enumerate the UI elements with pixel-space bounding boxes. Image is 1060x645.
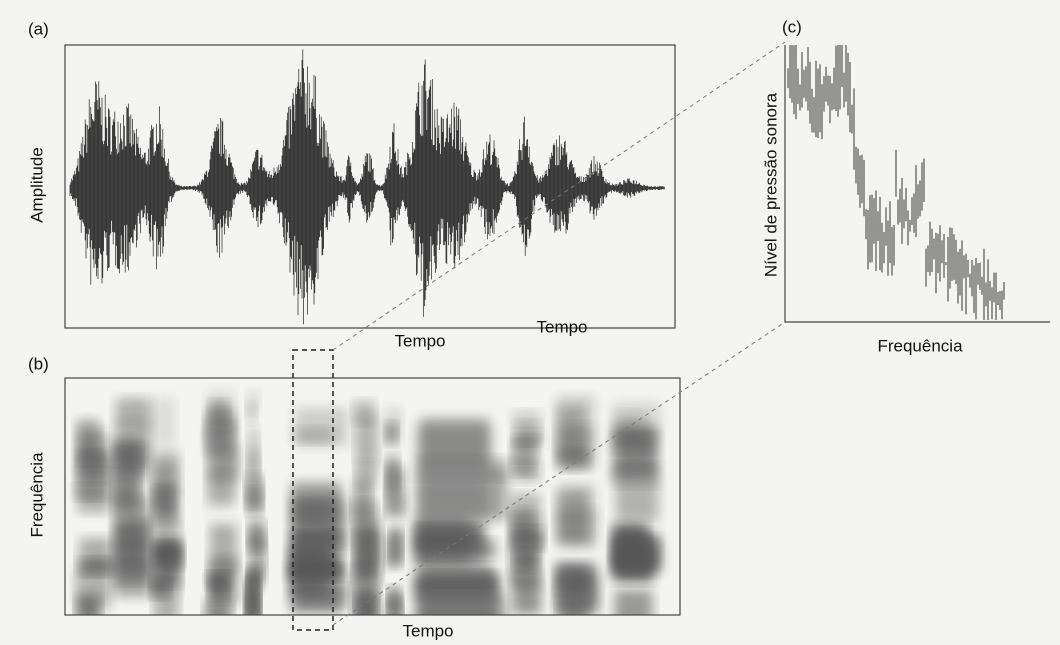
x-axis-label: Tempo xyxy=(536,317,587,336)
spectrogram-blob xyxy=(293,501,329,522)
spectrogram-blob xyxy=(153,566,179,586)
x-axis-label: Tempo xyxy=(394,331,445,350)
spectrogram-blob xyxy=(558,510,597,546)
spectrogram-blob xyxy=(353,564,373,582)
spectrogram-blob xyxy=(354,401,376,424)
spectrogram-blob xyxy=(559,423,593,440)
spectrogram-blob xyxy=(417,468,507,520)
y-axis-label: Nível de pressão sonora xyxy=(761,92,780,277)
spectrogram-blob xyxy=(247,391,260,413)
spectrogram-blob xyxy=(207,406,236,434)
x-axis-label: Tempo xyxy=(402,621,453,640)
spectrogram-blob xyxy=(513,410,541,425)
spectrogram-blob xyxy=(616,481,658,522)
spectrogram-blob xyxy=(248,521,264,550)
spectrogram-blob xyxy=(78,458,113,512)
spectrogram-blob xyxy=(248,429,260,481)
spectrogram-blob xyxy=(386,455,399,492)
spectrogram-blob xyxy=(419,565,494,585)
spectrogram-blob xyxy=(356,416,378,467)
spectrogram-blob xyxy=(154,543,181,567)
spectrogram-blob xyxy=(154,487,172,505)
panel-label: (a) xyxy=(28,19,49,38)
spectrogram-blob xyxy=(556,395,594,427)
spectrogram-blob xyxy=(616,532,658,565)
spectrogram-blob xyxy=(76,468,107,483)
figure: (a) Amplitude Tempo Tempo (b) Frequência… xyxy=(0,0,1060,645)
spectrogram-blob xyxy=(416,539,496,558)
spectrogram-blob xyxy=(295,427,334,443)
spectrogram-blob xyxy=(385,423,398,443)
y-axis-label: Amplitude xyxy=(27,147,46,223)
spectrogram-blob xyxy=(514,455,540,482)
spectrogram-blob xyxy=(291,565,342,581)
spectrogram-blob xyxy=(208,472,234,509)
spectrogram-blob xyxy=(293,585,346,606)
spectrogram-blob xyxy=(555,563,598,613)
spectrogram-blob xyxy=(210,559,238,605)
spectrogram-blob xyxy=(246,489,262,514)
y-axis-label: Frequência xyxy=(27,452,46,538)
spectrogram-blob xyxy=(353,479,372,528)
spectrogram-blob xyxy=(113,438,149,475)
spectrogram-blob xyxy=(115,521,147,570)
spectrogram-blob xyxy=(511,510,534,541)
x-axis-label: Frequência xyxy=(877,336,963,355)
spectrogram xyxy=(75,391,661,645)
spectrogram-blob xyxy=(247,571,260,617)
spectrogram-blob xyxy=(153,398,175,448)
spectrogram-blob xyxy=(513,575,541,614)
panel-label: (b) xyxy=(28,354,49,373)
panel-label: (c) xyxy=(782,17,802,36)
spectrogram-blob xyxy=(388,587,401,606)
spectrogram-blob xyxy=(76,568,110,608)
spectrogram-blob xyxy=(386,536,401,568)
spectrogram-blob xyxy=(515,436,539,452)
